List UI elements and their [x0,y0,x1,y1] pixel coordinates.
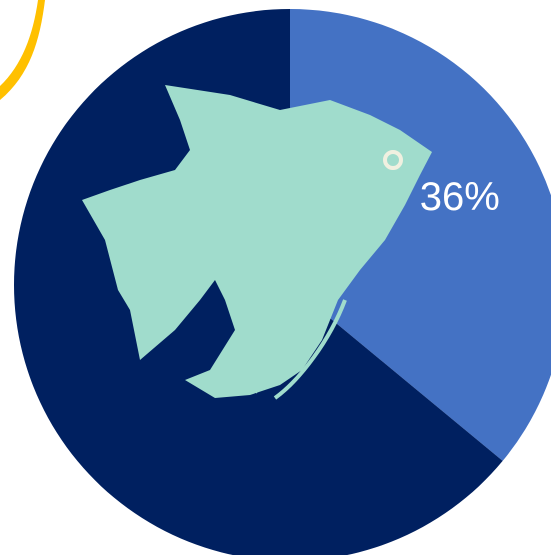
decoration [0,0,38,86]
labels: 36% [420,175,500,219]
fish-eye [383,150,403,170]
fish [82,85,432,398]
fish-illustration [82,85,432,400]
data-label: 36% [420,175,500,219]
fish-fin [253,288,347,400]
